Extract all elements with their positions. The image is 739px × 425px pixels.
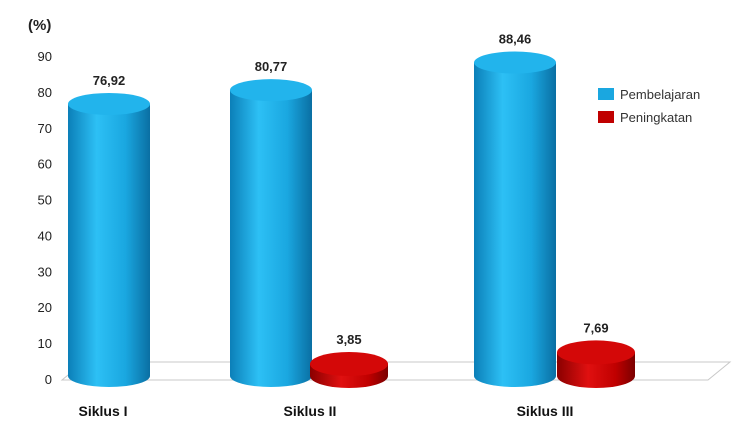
y-tick-label: 40 xyxy=(38,228,52,243)
x-category-label: Siklus III xyxy=(517,403,574,419)
y-tick-label: 70 xyxy=(38,121,52,136)
y-tick-label: 50 xyxy=(38,193,52,208)
y-tick-label: 90 xyxy=(38,49,52,64)
y-tick-label: 10 xyxy=(38,336,52,351)
legend: Pembelajaran Peningkatan xyxy=(598,87,700,125)
bar-pembelajaran-3-value-label: 88,46 xyxy=(499,32,532,47)
y-tick-label: 80 xyxy=(38,85,52,100)
legend-swatch-pembelajaran xyxy=(598,88,614,100)
bar-pembelajaran-1: 76,92 xyxy=(68,73,150,387)
bar-pembelajaran-1-body xyxy=(68,103,150,387)
bar-pembelajaran-2-top xyxy=(230,79,312,102)
bar-peningkatan-2-top xyxy=(310,352,388,376)
bar-pembelajaran-2: 80,77 xyxy=(230,59,312,388)
bar-pembelajaran-3-top xyxy=(474,51,556,74)
x-axis: Siklus I Siklus II Siklus III xyxy=(78,403,573,419)
y-axis: 0 10 20 30 40 50 60 70 80 90 xyxy=(38,49,52,387)
bars: 76,92 80,77 3,85 88,46 7,69 xyxy=(68,32,635,388)
bar-peningkatan-2: 3,85 xyxy=(310,332,388,388)
legend-swatch-peningkatan xyxy=(598,111,614,123)
y-tick-label: 20 xyxy=(38,300,52,315)
y-tick-label: 0 xyxy=(45,372,52,387)
y-tick-label: 60 xyxy=(38,157,52,172)
bar-pembelajaran-3-body xyxy=(474,62,556,388)
x-category-label: Siklus II xyxy=(284,403,337,419)
bar-pembelajaran-2-body xyxy=(230,90,312,388)
legend-label-pembelajaran: Pembelajaran xyxy=(620,87,700,102)
bar-pembelajaran-1-value-label: 76,92 xyxy=(93,73,126,88)
bar-peningkatan-3-top xyxy=(557,340,635,365)
legend-label-peningkatan: Peningkatan xyxy=(620,110,692,125)
x-category-label: Siklus I xyxy=(78,403,127,419)
bar-peningkatan-2-value-label: 3,85 xyxy=(336,332,361,347)
bar-peningkatan-3-value-label: 7,69 xyxy=(583,320,608,335)
y-tick-label: 30 xyxy=(38,264,52,279)
bar-peningkatan-3: 7,69 xyxy=(557,320,635,388)
y-axis-unit-label: (%) xyxy=(28,17,51,34)
bar-pembelajaran-1-top xyxy=(68,92,150,115)
bar-pembelajaran-2-value-label: 80,77 xyxy=(255,59,288,74)
bar-pembelajaran-3: 88,46 xyxy=(474,32,556,388)
